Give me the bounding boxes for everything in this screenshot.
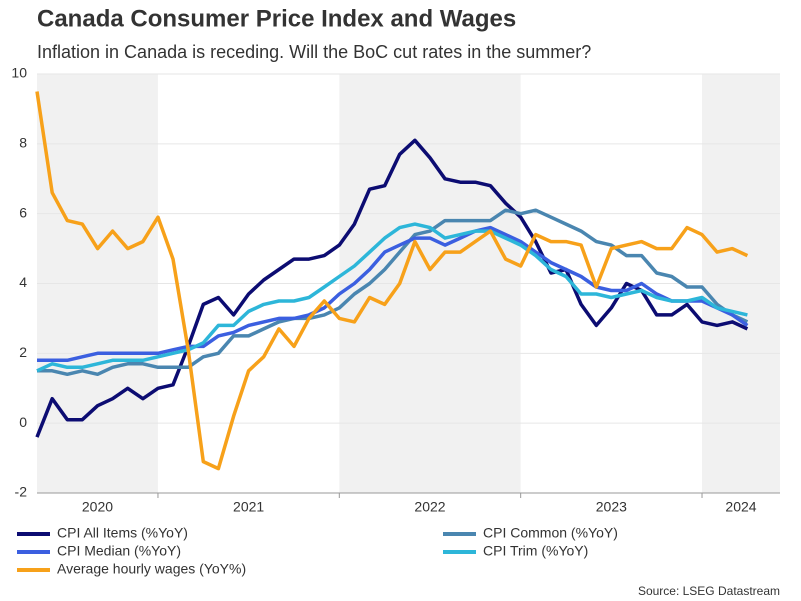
chart-subtitle: Inflation in Canada is receding. Will th… bbox=[37, 42, 591, 62]
chart-title: Canada Consumer Price Index and Wages bbox=[37, 5, 516, 32]
series-line bbox=[35, 138, 749, 438]
y-tick-label: 0 bbox=[19, 414, 27, 430]
y-tick-label: -2 bbox=[15, 484, 28, 500]
x-tick-label: 2020 bbox=[82, 499, 113, 515]
legend-label: CPI All Items (%YoY) bbox=[57, 525, 188, 541]
legend-label: CPI Trim (%YoY) bbox=[483, 543, 588, 559]
series-line bbox=[36, 222, 748, 373]
y-tick-label: 4 bbox=[19, 274, 27, 290]
y-tick-label: 10 bbox=[11, 65, 27, 81]
x-tick-label: 2024 bbox=[725, 499, 756, 515]
legend-label: CPI Median (%YoY) bbox=[57, 543, 181, 559]
y-tick-label: 2 bbox=[19, 344, 27, 360]
x-tick-label: 2022 bbox=[414, 499, 445, 515]
y-tick-label: 6 bbox=[19, 204, 27, 220]
series-line bbox=[37, 208, 749, 377]
y-tick-label: 8 bbox=[19, 135, 27, 151]
source-note: Source: LSEG Datastream bbox=[638, 584, 780, 598]
legend-label: Average hourly wages (YoY%) bbox=[57, 561, 246, 577]
series-line bbox=[37, 225, 749, 363]
legend-label: CPI Common (%YoY) bbox=[483, 525, 618, 541]
series-line bbox=[35, 91, 749, 471]
x-tick-label: 2021 bbox=[233, 499, 264, 515]
x-tick-label: 2023 bbox=[596, 499, 627, 515]
